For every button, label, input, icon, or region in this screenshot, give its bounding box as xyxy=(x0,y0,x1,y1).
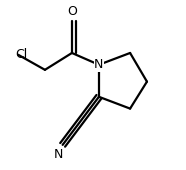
Text: Cl: Cl xyxy=(15,48,28,61)
Text: N: N xyxy=(94,58,104,71)
Text: N: N xyxy=(54,148,63,161)
Text: O: O xyxy=(67,5,77,18)
